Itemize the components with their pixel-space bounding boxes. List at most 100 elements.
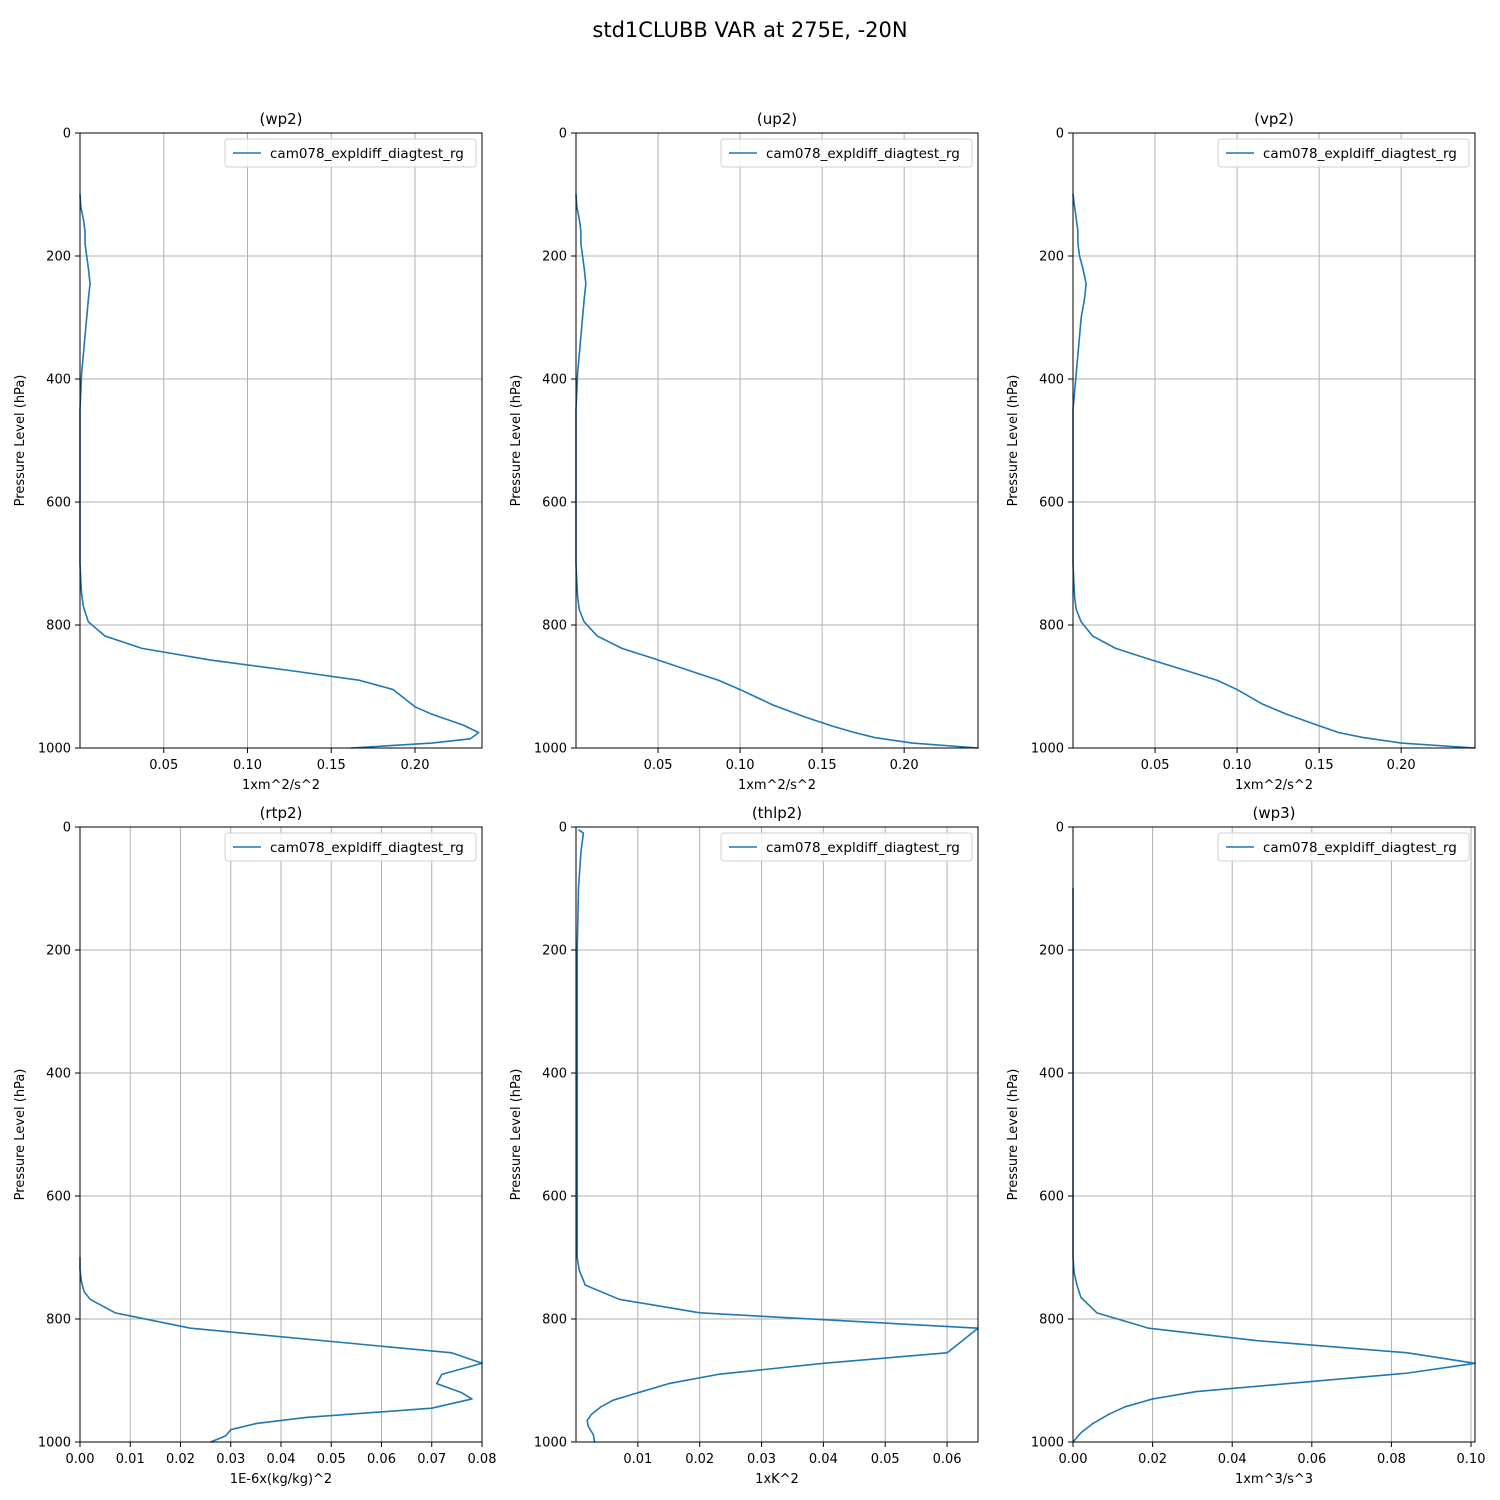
y-tick-label: 600 (1039, 496, 1064, 511)
x-tick-label: 0.04 (809, 1452, 838, 1467)
x-tick-label: 0.05 (644, 758, 673, 773)
x-axis-label: 1xm^3/s^3 (1235, 1472, 1313, 1487)
y-tick-label: 600 (1039, 1190, 1064, 1205)
x-tick-label: 0.00 (66, 1452, 95, 1467)
x-tick-label: 0.08 (468, 1452, 497, 1467)
plot-frame (1072, 826, 1476, 1443)
x-axis-label: 1xK^2 (755, 1472, 799, 1487)
y-tick-label: 600 (542, 1190, 567, 1205)
y-tick-label: 800 (1039, 619, 1064, 634)
x-tick-label: 0.07 (417, 1452, 446, 1467)
x-tick-label: 0.15 (1305, 758, 1334, 773)
y-tick-label: 0 (1056, 127, 1064, 142)
y-tick-label: 200 (46, 250, 71, 265)
y-axis-label: Pressure Level (hPa) (1006, 375, 1021, 507)
x-tick-label: 0.10 (1457, 1452, 1486, 1467)
x-tick-label: 0.04 (1218, 1452, 1247, 1467)
x-tick-label: 0.02 (166, 1452, 195, 1467)
y-tick-label: 200 (542, 250, 567, 265)
x-tick-label: 0.10 (1223, 758, 1252, 773)
x-tick-label: 0.05 (871, 1452, 900, 1467)
x-tick-label: 0.02 (685, 1452, 714, 1467)
x-tick-label: 0.05 (317, 1452, 346, 1467)
y-axis-label: Pressure Level (hPa) (509, 1069, 524, 1201)
series-line (576, 829, 979, 1443)
x-tick-label: 0.10 (726, 758, 755, 773)
x-axis-label: 1xm^2/s^2 (738, 778, 816, 793)
panel-title: (vp2) (1254, 110, 1294, 128)
y-axis-label: Pressure Level (hPa) (13, 1069, 28, 1201)
chart-panel: 0.00 0.01 0.02 0.03 0.04 0.05 0.06 0.07 0.08 0 200… (13, 804, 496, 1487)
legend-label: cam078_expldiff_diagtest_rg (270, 840, 464, 856)
x-tick-label: 0.01 (116, 1452, 145, 1467)
figure-title: std1CLUBB VAR at 275E, -20N (592, 18, 907, 42)
y-tick-label: 800 (46, 1313, 71, 1328)
y-tick-label: 400 (46, 373, 71, 388)
y-tick-label: 0 (559, 821, 567, 836)
chart-panel: 0.05 0.10 0.15 0.20 0 200 400 600 800 1000 (up2) 1x… (509, 110, 979, 793)
x-tick-label: 0.20 (890, 758, 919, 773)
legend-box (1217, 138, 1470, 168)
x-tick-label: 0.02 (1138, 1452, 1167, 1467)
y-axis-label: Pressure Level (hPa) (13, 375, 28, 507)
panels: 0.05 0.10 0.15 0.20 0 200 400 600 800 1000 (wp2) 1x… (13, 110, 1485, 1487)
legend-label: cam078_expldiff_diagtest_rg (1263, 146, 1457, 162)
legend-label: cam078_expldiff_diagtest_rg (766, 840, 960, 856)
y-tick-label: 400 (46, 1067, 71, 1082)
y-tick-label: 1000 (38, 742, 71, 757)
y-tick-label: 1000 (1031, 742, 1064, 757)
y-tick-label: 200 (542, 944, 567, 959)
panel-title: (wp3) (1252, 804, 1295, 822)
y-tick-label: 400 (542, 1067, 567, 1082)
legend: cam078_expldiff_diagtest_rg (1217, 138, 1470, 168)
chart-panel: 0.05 0.10 0.15 0.20 0 200 400 600 800 1000 (vp2) 1x… (1006, 110, 1476, 793)
panel-title: (rtp2) (260, 804, 303, 822)
legend-box (720, 832, 973, 862)
x-tick-label: 0.06 (1297, 1452, 1326, 1467)
y-tick-label: 0 (63, 821, 71, 836)
legend: cam078_expldiff_diagtest_rg (224, 832, 477, 862)
y-tick-label: 1000 (534, 742, 567, 757)
x-tick-label: 0.10 (233, 758, 262, 773)
x-axis-label: 1xm^2/s^2 (242, 778, 320, 793)
legend-box (224, 832, 477, 862)
y-tick-label: 1000 (38, 1436, 71, 1451)
x-tick-label: 0.06 (933, 1452, 962, 1467)
x-tick-label: 0.05 (149, 758, 178, 773)
y-tick-label: 0 (63, 127, 71, 142)
legend: cam078_expldiff_diagtest_rg (1217, 832, 1470, 862)
legend-box (224, 138, 477, 168)
legend: cam078_expldiff_diagtest_rg (720, 138, 973, 168)
y-tick-label: 1000 (534, 1436, 567, 1451)
y-tick-label: 600 (542, 496, 567, 511)
legend-label: cam078_expldiff_diagtest_rg (1263, 840, 1457, 856)
plot-frame (575, 132, 979, 749)
x-tick-label: 0.00 (1059, 1452, 1088, 1467)
y-axis-label: Pressure Level (hPa) (509, 375, 524, 507)
legend: cam078_expldiff_diagtest_rg (224, 138, 477, 168)
x-tick-label: 0.03 (747, 1452, 776, 1467)
x-tick-label: 0.08 (1377, 1452, 1406, 1467)
y-tick-label: 0 (1056, 821, 1064, 836)
panel-title: (up2) (757, 110, 797, 128)
y-tick-label: 600 (46, 496, 71, 511)
legend-box (1217, 832, 1470, 862)
chart-panel: 0.00 0.02 0.04 0.06 0.08 0.10 0 200 400 600 800 100… (1006, 804, 1485, 1487)
plot-frame (575, 826, 979, 1443)
y-tick-label: 800 (46, 619, 71, 634)
x-tick-label: 0.05 (1141, 758, 1170, 773)
x-axis-label: 1E-6x(kg/kg)^2 (230, 1472, 332, 1487)
y-tick-label: 800 (542, 1313, 567, 1328)
y-tick-label: 200 (1039, 250, 1064, 265)
y-tick-label: 600 (46, 1190, 71, 1205)
legend-label: cam078_expldiff_diagtest_rg (270, 146, 464, 162)
plot-frame (1072, 132, 1476, 749)
x-tick-label: 0.20 (1387, 758, 1416, 773)
x-tick-label: 0.15 (808, 758, 837, 773)
y-tick-label: 400 (542, 373, 567, 388)
plot-frame (79, 132, 483, 749)
y-tick-label: 400 (1039, 373, 1064, 388)
panel-title: (wp2) (259, 110, 302, 128)
legend-box (720, 138, 973, 168)
